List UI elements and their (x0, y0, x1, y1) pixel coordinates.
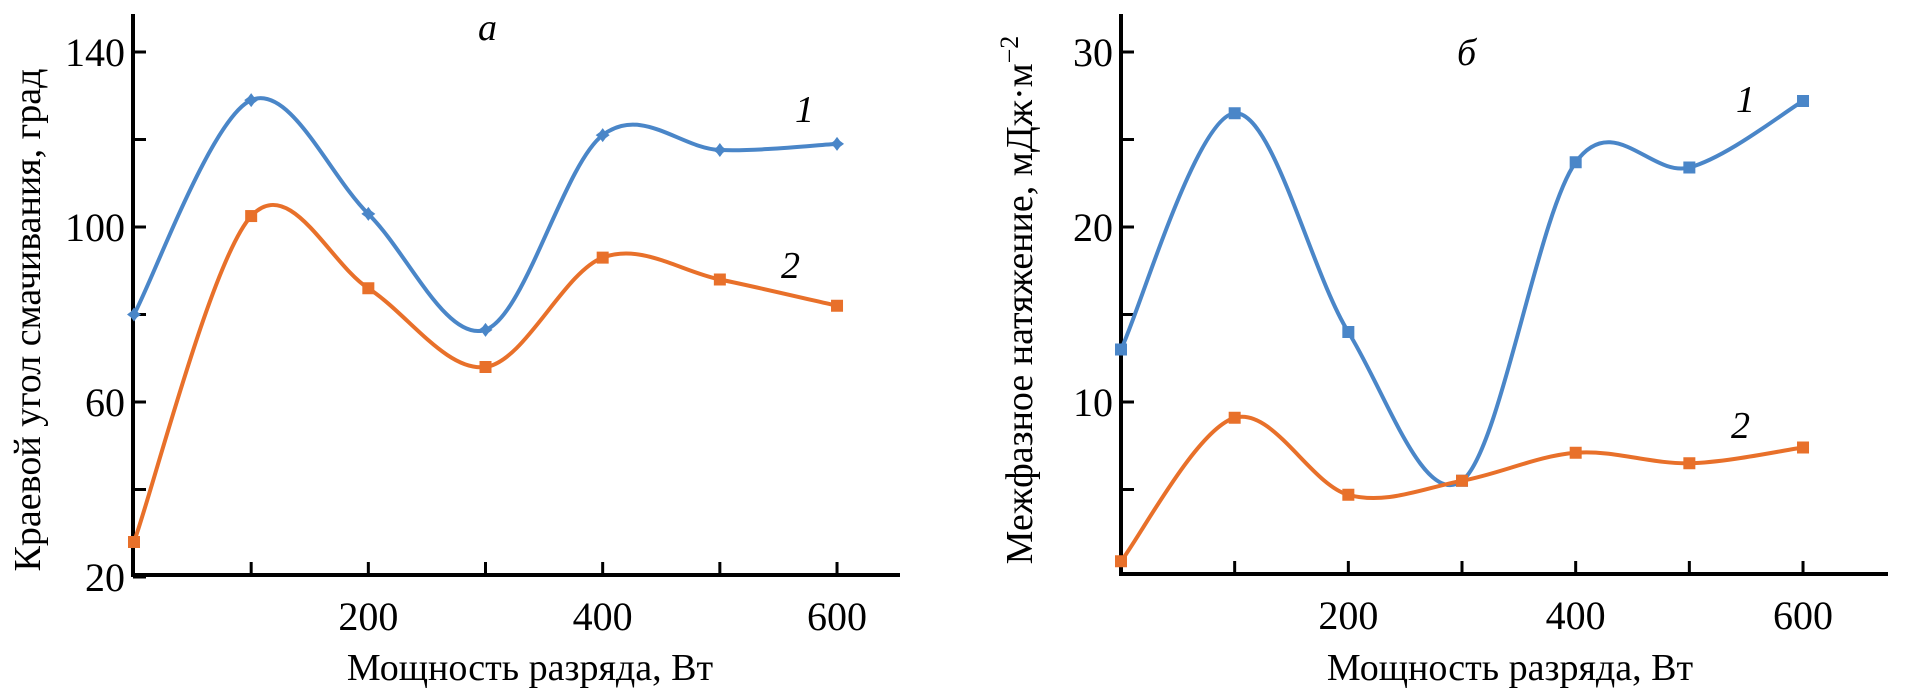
y-tick-label: 20 (85, 555, 125, 600)
x-axis-title: Мощность разряда, Вт (347, 647, 714, 689)
x-tick-label: 400 (1546, 593, 1606, 638)
y-axis-title: Краевой угол смачивания, град (7, 69, 49, 572)
x-tick-label: 200 (1318, 593, 1378, 638)
series-1-point (1228, 107, 1241, 120)
y-tick-label: 30 (1073, 30, 1113, 75)
series-1-point (478, 322, 493, 337)
series-2-point (713, 273, 726, 286)
series-2-point (128, 536, 140, 548)
y-tick-label: 60 (85, 380, 125, 425)
x-tick-label: 200 (338, 594, 398, 639)
x-tick-label: 400 (573, 594, 633, 639)
series-2-point (245, 210, 258, 223)
y-tick-label: 140 (65, 30, 125, 75)
series-1-label: 1 (1736, 79, 1755, 121)
curves-group (1119, 99, 1805, 564)
curves-group (132, 96, 839, 544)
panel-label: а (478, 7, 497, 49)
series-1-point (1569, 156, 1582, 169)
markers-group (1115, 95, 1810, 568)
series-1-point (830, 136, 845, 151)
series-2-point (1683, 457, 1696, 470)
chart-panel-a: 200 400 600 20 60 100 140 а 1 2 Мощность разря… (7, 7, 900, 689)
series-1-label: 1 (795, 89, 814, 131)
series-2-point (596, 251, 609, 264)
series-1-point (595, 128, 610, 143)
y-tick-label: 10 (1073, 380, 1113, 425)
series-2-label: 2 (781, 245, 800, 287)
x-axis-title: Мощность разряда, Вт (1327, 647, 1694, 689)
ticks-group (1121, 50, 1805, 574)
y-axis-title: Межфазное натяжение, мДж·м−2 (995, 36, 1041, 565)
y-tick-label: 20 (1073, 205, 1113, 250)
series-1-line (132, 96, 839, 334)
series-1-point (1683, 161, 1696, 174)
series-2-point (1115, 555, 1127, 568)
chart-panel-b: 200 400 600 10 20 30 б 1 2 Мощность разряда, … (995, 14, 1888, 689)
markers-group (127, 93, 845, 548)
series-2-point (1228, 411, 1241, 424)
series-1-point (1342, 326, 1355, 338)
series-1-point (1797, 95, 1810, 107)
x-tick-label: 600 (1773, 593, 1833, 638)
y-axis-title-superscript: −2 (995, 36, 1024, 64)
panel-label: б (1457, 32, 1478, 74)
tick-labels-group: 200 400 600 10 20 30 (1073, 30, 1833, 638)
y-tick-label: 100 (65, 205, 125, 250)
series-2-line (1119, 414, 1805, 564)
series-2-point (831, 299, 844, 312)
series-1-line (1119, 99, 1805, 488)
series-2-label: 2 (1731, 405, 1750, 447)
series-2-point (1569, 446, 1582, 459)
series-2-point (1797, 441, 1810, 454)
series-2-point (1342, 488, 1355, 501)
series-1-point (1115, 343, 1127, 356)
series-1-point (244, 93, 259, 108)
series-2-line (132, 202, 839, 544)
x-tick-label: 600 (807, 594, 867, 639)
series-2-point (479, 361, 492, 373)
series-1-point (361, 206, 376, 221)
series-1-point (712, 143, 727, 157)
series-2-point (1456, 474, 1469, 487)
series-1-point (127, 307, 141, 322)
y-axis-title-text: Межфазное натяжение, мДж·м (999, 63, 1041, 564)
series-2-point (362, 282, 375, 295)
ticks-group (133, 50, 839, 579)
tick-labels-group: 200 400 600 20 60 100 140 (65, 30, 867, 639)
